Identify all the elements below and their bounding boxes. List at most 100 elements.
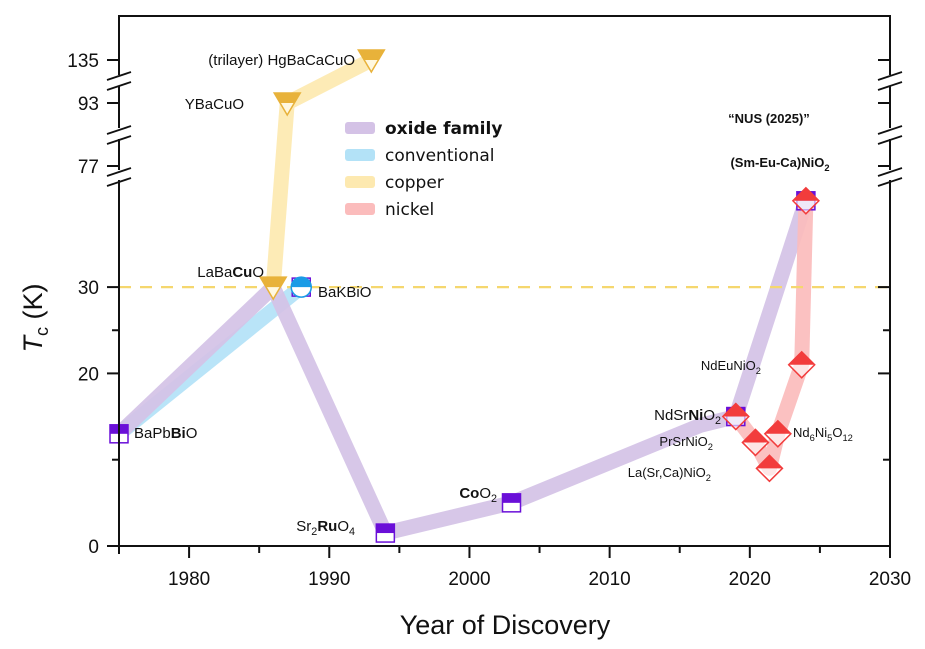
point-label-labacuo: LaBaCuO: [197, 264, 264, 281]
point-label-part: BaKBiO: [318, 284, 371, 301]
marker--sm-eu-ca-nio2: [791, 186, 820, 215]
marker-coo2: [501, 493, 522, 513]
point-label-part: 2: [824, 163, 829, 173]
marker-prsrnio2: [741, 428, 770, 457]
svg-text:Tc (K): Tc (K): [18, 284, 52, 353]
point-label-nd6ni5o12: Nd6Ni5O12: [793, 425, 853, 443]
legend-swatch-copper: [345, 176, 375, 188]
axis-break-mark: [877, 177, 903, 187]
point-label-part: O: [337, 518, 349, 535]
marker-square-fill: [376, 524, 395, 534]
marker-ndeunio2: [787, 350, 816, 379]
marker-triangle-fill: [260, 277, 287, 288]
y-tick-label: 77: [78, 157, 99, 178]
marker-la-sr-ca-nio2: [755, 454, 784, 483]
x-axis-title: Year of Discovery: [400, 610, 611, 640]
point-label-sr2ruo4: Sr2RuO4: [296, 518, 355, 538]
y-tick-label: 93: [78, 94, 99, 115]
point-label-part: 5: [827, 433, 832, 443]
point-label-part: Ni: [815, 425, 827, 440]
point-label-part: 2: [491, 493, 497, 505]
point-label--sm-eu-ca-nio2: (Sm-Eu-Ca)NiO2: [730, 155, 829, 173]
point-label-part: Cu: [232, 264, 252, 281]
x-tick-label: 2020: [729, 569, 771, 590]
marker-diamond-fill: [788, 351, 815, 365]
x-tick-label: 2000: [448, 569, 490, 590]
point-label-part: O: [703, 407, 715, 424]
point-label-part: (trilayer) HgBaCaCuO: [208, 52, 355, 69]
marker-circle-fill: [291, 277, 312, 288]
marker-diamond-fill: [792, 187, 819, 201]
legend-swatch-conventional: [345, 149, 375, 161]
point-label-part: Ru: [317, 518, 337, 535]
point-label-part: Bi: [171, 425, 186, 442]
marker-diamond-fill: [722, 403, 749, 417]
axis-break-mark: [106, 167, 132, 177]
y-axis-title: Tc (K): [18, 284, 52, 353]
point-label-part: O: [186, 425, 198, 442]
y-axis-title-main: T: [18, 334, 48, 353]
y-axis-title-sub: c: [32, 327, 52, 336]
axes: [106, 15, 903, 547]
point-label-part: Ni: [688, 407, 703, 424]
y-tick-label: 0: [88, 537, 99, 558]
marker-ndsrnio2: [721, 402, 750, 431]
x-tick-label: 2030: [869, 569, 911, 590]
legend-label-copper: copper: [385, 173, 444, 193]
point-label-part: BaPb: [134, 425, 171, 442]
legend-swatch-oxide-family: [345, 122, 375, 134]
point-label-part: 4: [349, 526, 355, 538]
marker-diamond-fill: [756, 455, 783, 469]
axis-break-mark: [106, 81, 132, 91]
point-label-part: YBaCuO: [185, 96, 244, 113]
marker-bakbio: [290, 276, 312, 298]
marker-square-fill: [502, 493, 521, 503]
y-axis-title-unit: (K): [18, 284, 48, 328]
point-label-part: Co: [459, 485, 479, 502]
axis-break-mark: [877, 81, 903, 91]
point-label-bakbio: BaKBiO: [318, 284, 371, 301]
point-label-coo2: CoO2: [459, 485, 497, 505]
x-tick-label: 1980: [168, 569, 210, 590]
axis-break-mark: [106, 71, 132, 81]
point-label-part: Sr: [296, 518, 311, 535]
point-label-part: Nd: [793, 425, 810, 440]
axis-break-mark: [106, 177, 132, 187]
point-label-ybacuo: YBaCuO: [185, 96, 244, 113]
point-label-part: LaBa: [197, 264, 233, 281]
axis-break-mark: [877, 167, 903, 177]
point-label-part: 2: [708, 442, 713, 452]
legend-swatch-nickel: [345, 203, 375, 215]
marker-triangle-fill: [274, 93, 301, 103]
y-tick-label: 20: [78, 364, 99, 385]
x-tick-label: 1990: [308, 569, 350, 590]
y-tick-label: 135: [67, 51, 99, 72]
point-label-part: (Sm-Eu-Ca)NiO: [730, 155, 824, 170]
marker-nd6ni5o12: [763, 419, 792, 448]
point-label-prsrnio2: PrSrNiO2: [659, 434, 713, 452]
point-label-part: 12: [842, 433, 852, 443]
marker-diamond-fill: [742, 429, 769, 443]
point-label-part: O: [252, 264, 264, 281]
marker-labacuo: [258, 276, 288, 301]
point-label-part: 2: [715, 415, 721, 427]
marker--trilayer-hgbacacuo: [357, 49, 386, 74]
marker-sr2ruo4: [375, 523, 396, 543]
x-tick-label: 2010: [588, 569, 630, 590]
point-label-part: 2: [756, 366, 761, 376]
point-label-ndeunio2: NdEuNiO2: [701, 358, 761, 376]
axis-break-mark: [877, 71, 903, 81]
point-label-part: 2: [311, 526, 317, 538]
point-label--trilayer-hgbacacuo: (trilayer) HgBaCaCuO: [208, 52, 355, 69]
marker-triangle-fill: [358, 50, 385, 60]
axis-break-mark: [106, 125, 132, 135]
point-label-part: O: [479, 485, 491, 502]
legend-label-conventional: conventional: [385, 146, 495, 166]
legend: oxide family conventional copper nickel: [345, 119, 502, 220]
marker-diamond-fill: [764, 420, 791, 434]
point-label-part: PrSrNiO: [659, 434, 707, 449]
point-label-la-sr-ca-nio2: La(Sr,Ca)NiO2: [628, 465, 711, 483]
marker-ybacuo: [272, 92, 302, 117]
